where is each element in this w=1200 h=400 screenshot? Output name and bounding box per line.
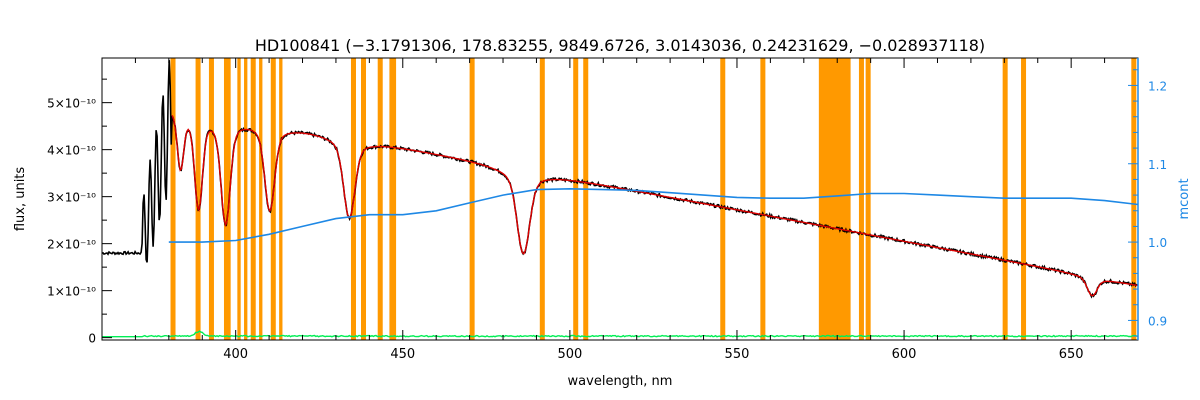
y-tick-label: 3×10⁻¹⁰ [47,191,96,205]
masked-region [377,58,383,340]
model-fit-line [171,115,1138,297]
masked-region [237,58,241,340]
y2-tick-label: 1.0 [1148,236,1167,250]
y-axis: 0 1×10⁻¹⁰ 2×10⁻¹⁰ 3×10⁻¹⁰ 4×10⁻¹⁰ 5×10⁻¹⁰ [47,78,112,346]
masked-region [760,58,766,340]
masked-region [170,58,176,340]
y2-tick-label: 1.2 [1148,79,1167,93]
plot-frame [101,57,1139,341]
x-tick-label: 450 [390,347,415,362]
series-layer [101,60,1139,338]
x-tick-label: 550 [725,347,750,362]
y2-axis: 0.9 1.0 1.1 1.2 [1128,58,1167,340]
masked-region [208,58,214,340]
masked-region [279,58,283,340]
masked-regions [170,58,1137,340]
x-tick-label: 600 [892,347,917,362]
x-axis: 400 450 500 550 600 650 [134,58,1139,362]
masked-region [244,58,248,340]
masked-region [469,58,475,340]
y2-axis-label: mcont [1177,178,1192,219]
masked-region [389,58,397,340]
masked-region [259,58,263,340]
y-tick-label: 2×10⁻¹⁰ [47,238,96,252]
masked-region [818,58,851,340]
masked-region [250,58,256,340]
y2-tick-label: 1.1 [1148,158,1167,172]
y-tick-label: 0 [88,332,96,346]
masked-region [1131,58,1137,340]
y-tick-label: 4×10⁻¹⁰ [47,144,96,158]
y-tick-label: 1×10⁻¹⁰ [47,285,96,299]
x-axis-label: wavelength, nm [568,374,673,389]
x-tick-label: 650 [1059,347,1084,362]
chart-title: HD100841 (−3.1791306, 178.83255, 9849.67… [255,36,985,55]
x-tick-label: 500 [557,347,582,362]
y-tick-label: 5×10⁻¹⁰ [47,97,96,111]
masked-region [865,58,871,340]
y-axis-label: flux, units [13,167,28,232]
masked-region [195,58,201,340]
masked-region [858,58,864,340]
masked-region [583,58,589,340]
y2-tick-label: 0.9 [1148,314,1167,328]
masked-region [539,58,545,340]
masked-region [223,58,231,340]
observed-flux-line [101,60,1139,299]
masked-region [720,58,726,340]
x-tick-label: 400 [223,347,248,362]
mcont-line [168,187,1139,243]
masked-region [573,58,579,340]
masked-region [361,58,367,340]
residual-line [102,330,1139,338]
